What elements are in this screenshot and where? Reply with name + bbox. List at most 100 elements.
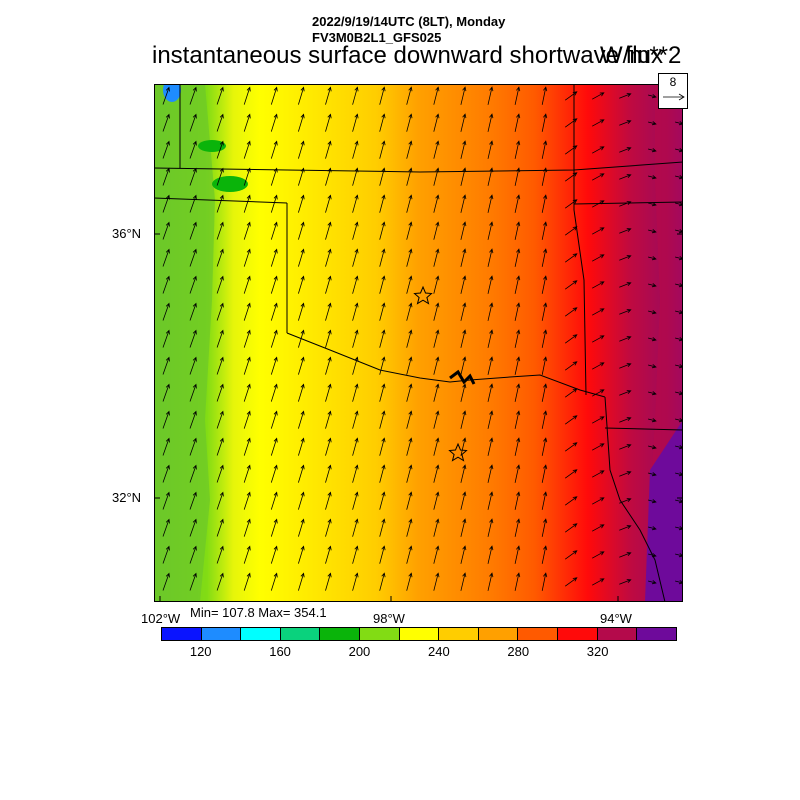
- wind-vector: [189, 491, 197, 510]
- wind-vector: [189, 194, 197, 213]
- colorbar-tick-label: 320: [586, 644, 609, 659]
- wind-vector: [460, 140, 467, 159]
- wind-vector: [216, 491, 224, 510]
- wind-vector: [487, 491, 494, 510]
- wind-vector: [352, 275, 359, 294]
- wind-vector: [352, 437, 359, 456]
- wind-vector: [379, 248, 386, 267]
- wind-vector: [162, 302, 170, 321]
- wind-vector: [298, 437, 305, 456]
- wind-vector: [433, 383, 440, 402]
- wind-vector: [270, 86, 278, 105]
- colorbar: [161, 627, 677, 641]
- wind-vector: [216, 518, 224, 537]
- wind-vector: [298, 383, 305, 402]
- wind-vector: [564, 577, 578, 587]
- wind-vector: [243, 356, 251, 375]
- wind-vector: [541, 194, 548, 213]
- wind-vector: [216, 194, 224, 213]
- wind-vector: [648, 256, 657, 261]
- wind-vector: [564, 307, 578, 317]
- wind-vector: [162, 356, 170, 375]
- colorbar-swatch: [280, 628, 321, 640]
- wind-vector: [270, 464, 278, 483]
- lake-texoma: [449, 369, 476, 385]
- wind-vector: [216, 545, 224, 564]
- wind-vector: [564, 361, 578, 371]
- wind-vector: [433, 140, 440, 159]
- colorbar-tick-label: 200: [348, 644, 371, 659]
- wind-vector: [379, 86, 386, 105]
- colorbar-tick-label: 160: [269, 644, 291, 659]
- wind-vector: [592, 470, 605, 478]
- wind-vector: [487, 464, 494, 483]
- wind-vector: [592, 443, 605, 451]
- wind-vector: [460, 275, 467, 294]
- wind-vector: [270, 248, 278, 267]
- wind-vector: [406, 113, 413, 132]
- wind-vector: [564, 334, 578, 344]
- vector-reference-box: 8: [658, 73, 688, 109]
- wind-vector: [325, 302, 332, 321]
- wind-vector: [460, 491, 467, 510]
- min-flux-spot: [198, 140, 226, 152]
- wind-vector: [325, 275, 332, 294]
- wind-vector: [325, 410, 332, 429]
- wind-vector: [243, 545, 251, 564]
- wind-vector: [592, 308, 605, 316]
- wind-vector: [352, 248, 359, 267]
- wind-vector: [216, 383, 224, 402]
- wind-vector: [433, 356, 440, 375]
- wind-vector: [270, 518, 278, 537]
- wind-vector: [592, 173, 605, 181]
- wind-vector: [379, 275, 386, 294]
- wind-vector: [325, 113, 332, 132]
- wind-vector: [648, 337, 657, 342]
- wind-vector: [270, 167, 278, 186]
- wind-vector: [619, 390, 632, 396]
- wind-vector: [514, 275, 521, 294]
- wind-vector: [325, 194, 332, 213]
- colorbar-swatch: [399, 628, 440, 640]
- wind-vector: [619, 282, 632, 288]
- wind-vector: [514, 356, 521, 375]
- wind-vector: [189, 545, 197, 564]
- wind-vector: [243, 194, 251, 213]
- wind-vector: [514, 221, 521, 240]
- wind-vector: [487, 194, 494, 213]
- low-flux-region: [154, 84, 215, 602]
- wind-vector: [325, 221, 332, 240]
- wind-vector: [514, 545, 521, 564]
- wind-vector: [298, 248, 305, 267]
- wind-vector: [592, 362, 605, 370]
- wind-vector: [270, 194, 278, 213]
- vector-reference-value: 8: [669, 75, 677, 89]
- wind-vector: [541, 140, 548, 159]
- wind-vector: [541, 518, 548, 537]
- wind-vector: [379, 518, 386, 537]
- wind-vector: [541, 464, 548, 483]
- wind-vector: [216, 221, 224, 240]
- wind-vector: [189, 86, 197, 105]
- wind-vector: [379, 221, 386, 240]
- wind-vector: [162, 464, 170, 483]
- chart-title: instantaneous surface downward shortwave…: [152, 42, 663, 69]
- wind-vector: [648, 499, 657, 504]
- flux-field: [154, 84, 683, 602]
- wind-vector: [379, 329, 386, 348]
- wind-vector: [352, 221, 359, 240]
- wind-vector: [619, 444, 632, 450]
- wind-vector: [298, 194, 305, 213]
- wind-vector: [648, 229, 657, 234]
- wind-vector: [216, 302, 224, 321]
- wind-vector: [564, 469, 578, 479]
- wind-vector: [564, 550, 578, 560]
- wind-vector: [619, 552, 632, 558]
- wind-vector: [379, 140, 386, 159]
- wind-vector: [619, 120, 632, 126]
- wind-vector: [216, 86, 224, 105]
- min-max-stats: Min= 107.8 Max= 354.1: [190, 605, 327, 620]
- wind-vector: [352, 464, 359, 483]
- wind-vector: [325, 545, 332, 564]
- wind-vector: [270, 140, 278, 159]
